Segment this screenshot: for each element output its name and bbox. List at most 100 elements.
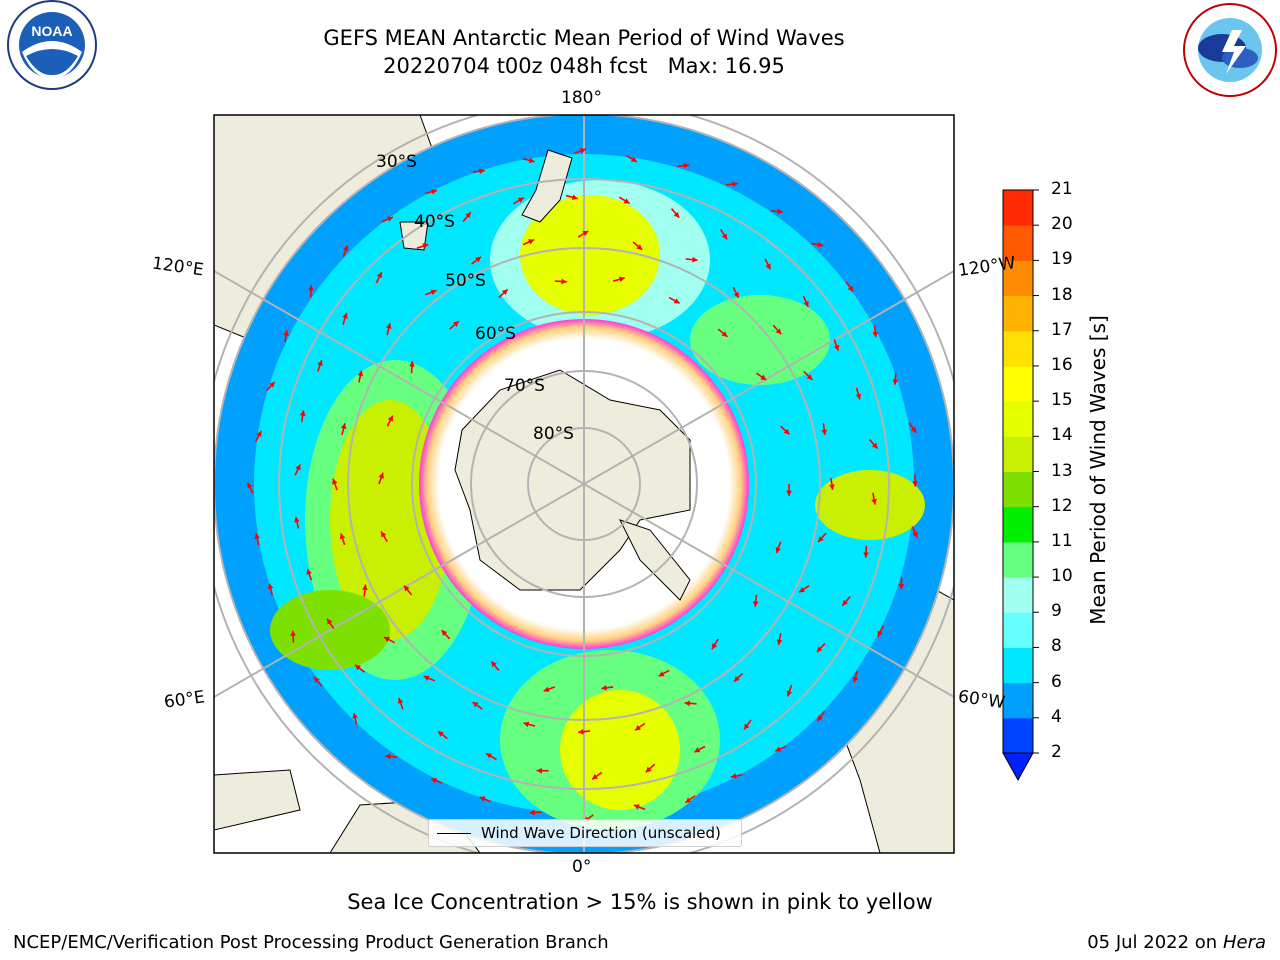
run-date-text: 05 Jul 2022 on <box>1087 932 1223 953</box>
lat-label-70s: 70°S <box>504 376 545 396</box>
wave-direction-arrowhead <box>283 330 289 336</box>
wave-direction-arrowhead <box>636 244 643 250</box>
wave-direction-arrowhead <box>684 700 691 707</box>
wave-direction-arrowhead <box>376 272 382 279</box>
wave-direction-arrowhead <box>317 360 323 367</box>
wave-direction-arrowhead <box>465 212 471 219</box>
lat-label-40s: 40°S <box>414 212 455 232</box>
wave-direction-arrowhead <box>817 241 824 248</box>
colorbar-label: Mean Period of Wind Waves [s] <box>1086 315 1110 625</box>
colorbar-tick-label: 20 <box>1051 214 1073 235</box>
wave-direction-arrowhead <box>855 393 862 400</box>
wave-direction-arrowhead <box>517 197 524 203</box>
wave-direction-arrowhead <box>618 276 625 283</box>
longitude-gridlines <box>214 115 954 853</box>
wave-direction-arrowhead <box>472 702 479 708</box>
wave-direction-arrowhead <box>342 245 349 252</box>
colorbar-tick-label: 14 <box>1051 425 1073 446</box>
wave-direction-arrowhead <box>673 211 680 218</box>
lat-label-60s: 60°S <box>475 324 516 344</box>
colorbar-tick-label: 9 <box>1051 601 1062 622</box>
colorbar-segment <box>1003 436 1033 472</box>
colorbar-tick-label: 4 <box>1051 706 1062 727</box>
wave-direction-arrowhead <box>441 630 448 636</box>
wave-direction-arrowhead <box>752 601 759 607</box>
madagascar-landmass <box>214 769 301 831</box>
colorbar-tick-label: 21 <box>1051 179 1073 199</box>
colorbar-tick-label: 16 <box>1051 354 1073 375</box>
wave-direction-arrowhead <box>340 423 347 430</box>
wave-direction-arrowhead <box>842 599 848 606</box>
wave-direction-arrowhead <box>872 331 879 338</box>
wave-direction-arrowhead <box>357 370 364 377</box>
wave-direction-arrowhead <box>430 777 437 784</box>
wave-direction-arrowhead <box>683 162 690 169</box>
wave-direction-arrowhead <box>592 773 599 780</box>
wave-direction-arrowhead <box>803 300 809 307</box>
wave-direction-arrowhead <box>806 374 813 380</box>
wave-direction-arrowhead <box>912 531 918 538</box>
chart-title: GEFS MEAN Antarctic Mean Period of Wind … <box>323 26 845 50</box>
map-frame <box>213 114 955 854</box>
wave-direction-arrowhead <box>633 804 640 810</box>
wave-direction-arrowhead <box>384 637 391 643</box>
wave-direction-arrowhead <box>645 766 652 773</box>
colorbar <box>1002 189 1039 782</box>
wave-direction-arrowhead <box>561 278 567 285</box>
lat-label-50s: 50°S <box>445 271 486 291</box>
wave-direction-arrowhead <box>571 194 578 201</box>
wave-direction-arrowhead <box>760 374 767 381</box>
wave-direction-arrowhead <box>863 552 869 558</box>
wave-direction-arrowhead <box>685 797 692 803</box>
wave-direction-arrowhead <box>254 533 260 540</box>
colorbar-segment <box>1003 260 1033 297</box>
wave-direction-arrowhead <box>430 289 437 295</box>
colorbar-tick-label: 12 <box>1051 495 1073 516</box>
wave-direction-arrowhead <box>352 712 358 719</box>
wave-direction-arrowhead <box>385 323 392 329</box>
wave-direction-arrowhead <box>833 344 840 351</box>
wave-direction-arrowhead <box>486 753 493 759</box>
colorbar-segment <box>1003 471 1033 508</box>
wave-direction-arrowhead <box>799 587 806 593</box>
wave-direction-arrowhead <box>247 482 253 489</box>
colorbar-segment <box>1003 682 1033 719</box>
colorbar-segment <box>1003 612 1033 648</box>
wave-direction-arrowhead <box>816 646 823 653</box>
wave-direction-arrowhead <box>744 723 750 730</box>
wave-direction-arrowhead <box>694 747 701 753</box>
colorbar-segment <box>1003 647 1033 684</box>
wave-direction-arrowhead <box>523 721 530 728</box>
run-date: 05 Jul 2022 on Hera <box>1087 932 1266 953</box>
wave-direction-arrowhead <box>381 531 387 538</box>
wave-direction-arrowhead <box>733 291 739 298</box>
wave-direction-arrowhead <box>601 684 607 691</box>
colorbar-tick-label: 6 <box>1051 671 1062 692</box>
antarctica-landmass <box>454 369 691 591</box>
wave-direction-arrowhead <box>314 676 320 683</box>
wave-direction-arrowhead <box>775 328 782 335</box>
wave-direction-arrowhead <box>912 481 918 487</box>
wave-direction-arrowhead <box>327 618 333 625</box>
producer-credit: NCEP/EMC/Verification Post Processing Pr… <box>13 932 609 953</box>
colorbar-segment <box>1003 506 1033 543</box>
colorbar-segment <box>1003 577 1033 613</box>
colorbar-extend-triangle <box>1002 752 1034 782</box>
wave-direction-arrowhead <box>721 233 728 240</box>
wave-direction-arrowhead <box>821 429 828 436</box>
wave-direction-arrowhead <box>342 313 348 319</box>
wave-direction-arrowhead <box>387 415 393 422</box>
wave-direction-arrowhead <box>776 639 783 646</box>
wave-direction-arrowhead <box>306 568 312 575</box>
colorbar-tick-label: 10 <box>1051 566 1073 587</box>
wave-direction-arrowhead <box>777 208 783 215</box>
wave-direction-arrowhead <box>817 715 823 722</box>
wave-direction-arrowhead <box>892 379 899 385</box>
colorbar-segment <box>1003 330 1033 367</box>
colorbar-segment <box>1003 365 1033 402</box>
wave-direction-arrowhead <box>501 289 508 296</box>
wave-direction-arrowhead <box>711 643 718 650</box>
colorbar-segment <box>1003 295 1033 332</box>
wave-direction-arrowhead <box>295 464 301 471</box>
